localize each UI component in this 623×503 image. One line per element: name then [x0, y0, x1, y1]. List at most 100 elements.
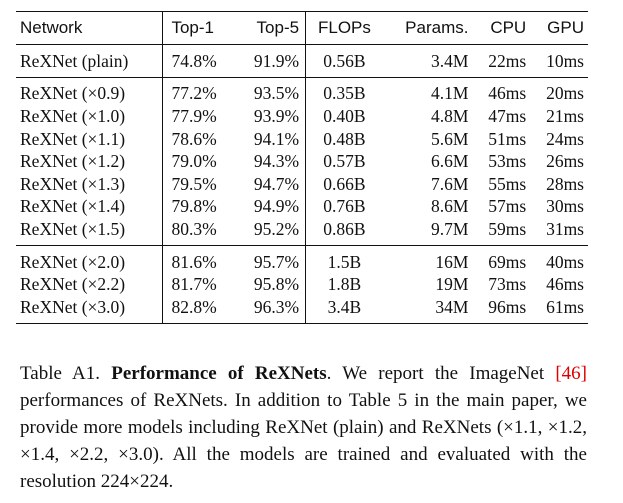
table-cell: 80.3%	[171, 218, 217, 239]
table-cell: 46ms	[488, 83, 527, 104]
table-cell: 0.48B	[323, 128, 366, 149]
table-cell: 93.5%	[235, 77, 307, 106]
table-cell: 95.2%	[235, 218, 307, 246]
table-cell: ReXNet (×1.1)	[16, 127, 164, 151]
table-cell: ReXNet (×0.9)	[16, 77, 164, 106]
table-cell: ReXNet (×1.2)	[16, 150, 164, 173]
table-cell: 20ms	[546, 83, 584, 104]
table-cell: 93.9%	[235, 105, 307, 128]
table-cell: ReXNet (×1.5)	[16, 218, 164, 246]
caption-text: performances of ReXNets. In addition to …	[20, 390, 587, 492]
table-row: ReXNet (plain) 74.8% 91.9% 0.56B 3.4M 22ms 10m…	[16, 44, 588, 78]
table-cell: 31ms	[546, 218, 584, 239]
column-header: Top-1	[171, 18, 214, 37]
table-cell: 77.9%	[171, 105, 217, 126]
table-cell: 16M	[435, 251, 469, 272]
table-cell: 95.8%	[235, 273, 307, 296]
table-cell: 59ms	[488, 218, 527, 239]
table-row: ReXNet (×2.0) 81.6% 95.7% 1.5B 16M 69ms 40ms	[16, 245, 588, 274]
table-cell: ReXNet (×1.4)	[16, 195, 164, 219]
table-cell: 0.57B	[323, 151, 366, 172]
table-cell: 94.9%	[235, 195, 307, 219]
table-cell: 79.8%	[171, 196, 217, 217]
column-header: CPU	[490, 18, 527, 37]
table-row: ReXNet (×0.9) 77.2% 93.5% 0.35B 4.1M 46ms 20ms	[16, 77, 588, 106]
table-cell: 7.6M	[431, 173, 469, 194]
column-header: Params.	[405, 18, 469, 37]
table-row: ReXNet (×2.2) 81.7% 95.8% 1.8B 19M 73ms 46ms	[16, 273, 588, 296]
table-cell: 3.4M	[431, 50, 469, 71]
citation[interactable]: [46]	[555, 363, 587, 384]
table-cell: 47ms	[488, 105, 527, 126]
table-cell: 61ms	[546, 296, 584, 317]
table-cell: 24ms	[546, 128, 584, 149]
table-cell: 0.40B	[323, 105, 366, 126]
table-cell: 79.5%	[171, 173, 217, 194]
table-cell: ReXNet (×3.0)	[16, 295, 164, 324]
table-cell: 53ms	[488, 151, 527, 172]
table-row: ReXNet (×1.0) 77.9% 93.9% 0.40B 4.8M 47ms 21ms	[16, 105, 588, 128]
table-cell: 78.6%	[171, 128, 217, 149]
table-cell: 5.6M	[431, 128, 469, 149]
table-cell: 81.7%	[171, 274, 217, 295]
table-cell: 0.76B	[323, 196, 366, 217]
table-cell: 51ms	[488, 128, 527, 149]
table-row: ReXNet (×1.1) 78.6% 94.1% 0.48B 5.6M 51ms 24ms	[16, 127, 588, 151]
table-cell: 8.6M	[431, 196, 469, 217]
column-header: Top-5	[235, 11, 307, 45]
table-cell: 79.0%	[171, 151, 217, 172]
table-cell: 91.9%	[235, 44, 307, 78]
table-row: ReXNet (×3.0) 82.8% 96.3% 3.4B 34M 96ms 61ms	[16, 295, 588, 324]
table-cell: 19M	[435, 274, 469, 295]
table-cell: 74.8%	[171, 50, 217, 71]
table-cell: 94.7%	[235, 172, 307, 196]
table-cell: 0.56B	[323, 50, 366, 71]
table-cell: ReXNet (plain)	[16, 44, 164, 78]
table-row: ReXNet (×1.4) 79.8% 94.9% 0.76B 8.6M 57ms 30ms	[16, 195, 588, 219]
table-cell: ReXNet (×1.0)	[16, 105, 164, 128]
table-cell: 95.7%	[235, 245, 307, 274]
table-cell: 40ms	[546, 251, 584, 272]
table-cell: 57ms	[488, 196, 527, 217]
column-header: Network	[16, 11, 164, 45]
caption: Table A1. Performance of ReXNets. We rep…	[20, 360, 587, 495]
table-cell: ReXNet (×2.0)	[16, 245, 164, 274]
table-cell: 26ms	[546, 151, 584, 172]
row-group: ReXNet (×0.9) 77.2% 93.5% 0.35B 4.1M 46ms 20ms…	[16, 77, 588, 246]
header-row: Network Top-1 Top-5 FLOPs Params. CPU GPU	[16, 11, 588, 45]
column-header: GPU	[547, 18, 584, 37]
table-cell: 4.8M	[431, 105, 469, 126]
table-cell: 96ms	[488, 296, 527, 317]
table-cell: 69ms	[488, 251, 527, 272]
table-cell: 34M	[435, 296, 469, 317]
table-cell: 6.6M	[431, 151, 469, 172]
table-cell: 4.1M	[431, 83, 469, 104]
table-cell: 0.66B	[323, 173, 366, 194]
results-table: Network Top-1 Top-5 FLOPs Params. CPU GPU ReXNe…	[16, 11, 588, 324]
caption-label: Table A1.	[20, 363, 101, 384]
table-cell: 22ms	[488, 50, 527, 71]
table-cell: 77.2%	[171, 83, 217, 104]
table-cell: 46ms	[546, 274, 584, 295]
table-cell: ReXNet (×1.3)	[16, 172, 164, 196]
table-row: ReXNet (×1.3) 79.5% 94.7% 0.66B 7.6M 55ms 28ms	[16, 172, 588, 196]
table-cell: 10ms	[546, 50, 584, 71]
table-cell: 55ms	[488, 173, 527, 194]
row-group: ReXNet (plain) 74.8% 91.9% 0.56B 3.4M 22ms 10m…	[16, 44, 588, 78]
table-cell: 94.1%	[235, 127, 307, 151]
column-header: FLOPs	[317, 18, 371, 37]
table-cell: 0.86B	[323, 218, 366, 239]
table-row: ReXNet (×1.5) 80.3% 95.2% 0.86B 9.7M 59ms 31ms	[16, 218, 588, 246]
table-cell: 94.3%	[235, 150, 307, 173]
table-cell: 82.8%	[171, 296, 217, 317]
table-cell: 9.7M	[431, 218, 469, 239]
caption-title: Performance of ReXNets	[111, 363, 327, 384]
table-cell: 73ms	[488, 274, 527, 295]
caption-text: . We report the ImageNet	[326, 363, 556, 384]
table-cell: 30ms	[546, 196, 584, 217]
table-cell: 81.6%	[171, 251, 217, 272]
table-cell: 0.35B	[323, 83, 366, 104]
table-cell: 21ms	[546, 105, 584, 126]
table-cell: 3.4B	[327, 296, 362, 317]
